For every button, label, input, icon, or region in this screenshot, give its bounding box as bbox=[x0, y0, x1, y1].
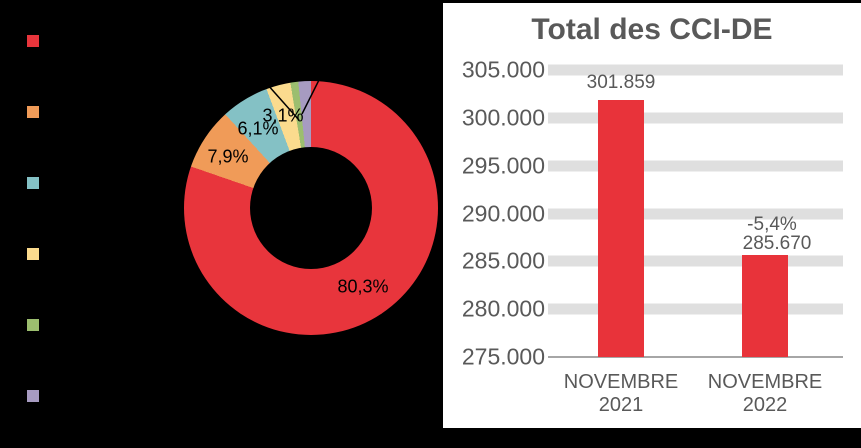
legend-swatch-3 bbox=[27, 248, 39, 260]
y-tick-label-0: 305.000 bbox=[461, 56, 545, 83]
y-tick-label-1: 300.000 bbox=[461, 104, 545, 131]
gridline-stripe-5 bbox=[548, 303, 843, 315]
legend-swatch-1 bbox=[27, 106, 39, 118]
pie-label-yellow: 3,1% bbox=[262, 105, 304, 126]
legend-swatch-5 bbox=[27, 390, 39, 402]
pie-label-teal: 6,1% bbox=[237, 118, 279, 139]
legend-swatch-0 bbox=[27, 35, 39, 47]
pie-legend bbox=[27, 35, 39, 402]
gridline-stripe-3 bbox=[548, 208, 843, 219]
gridline-stripe-0 bbox=[548, 64, 843, 76]
gridline-stripe-2 bbox=[548, 160, 843, 172]
donut-chart bbox=[184, 81, 438, 335]
gridline-stripe-4 bbox=[548, 255, 843, 267]
bar-value-novembre-2021: 301.859 bbox=[586, 72, 656, 93]
bar-novembre-2021 bbox=[598, 100, 644, 357]
x-label-novembre-2022: NOVEMBRE 2022 bbox=[707, 371, 823, 416]
y-tick-label-5: 280.000 bbox=[461, 295, 545, 322]
y-tick-label-2: 295.000 bbox=[461, 152, 545, 179]
y-tick-label-6: 275.000 bbox=[461, 343, 545, 370]
pct-change-label: -5,4% bbox=[747, 214, 797, 235]
pie-label-red: 80,3% bbox=[337, 276, 389, 297]
y-tick-label-3: 290.000 bbox=[461, 200, 545, 226]
bar-chart-card: Total des CCI-DE 305.000 300.000 295.000 29… bbox=[443, 3, 861, 428]
legend-swatch-4 bbox=[27, 319, 39, 331]
bar-novembre-2022 bbox=[742, 254, 788, 357]
chart-title: Total des CCI-DE bbox=[531, 13, 773, 46]
donut-chart-panel: 80,3% 7,9% 6,1% 3,1% bbox=[27, 35, 438, 402]
donut-hole bbox=[250, 147, 372, 269]
x-label-novembre-2021: NOVEMBRE 2021 bbox=[563, 371, 679, 416]
x-axis-line bbox=[548, 356, 843, 358]
bar-value-novembre-2022: 285.670 bbox=[742, 233, 812, 254]
pie-label-orange: 7,9% bbox=[207, 146, 249, 167]
gridline-stripe-1 bbox=[548, 112, 843, 124]
y-tick-label-4: 285.000 bbox=[461, 247, 545, 274]
legend-swatch-2 bbox=[27, 177, 39, 189]
